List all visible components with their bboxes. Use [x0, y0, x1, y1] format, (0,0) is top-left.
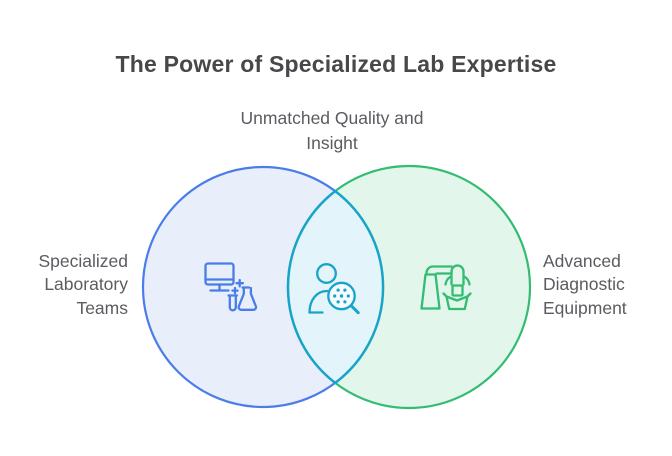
right-label-line2: Diagnostic: [543, 274, 625, 295]
left-label-line2: Laboratory: [44, 274, 128, 295]
left-circle-label: Specialized Laboratory Teams: [10, 250, 129, 320]
page-title: The Power of Specialized Lab Expertise: [115, 51, 557, 77]
analyst-with-magnifier-icon: [308, 263, 360, 315]
left-label-line1: Specialized: [38, 251, 129, 271]
overlap-label-line1: Unmatched Quality and: [240, 108, 424, 128]
right-label-line1: Advanced: [543, 251, 621, 271]
overlap-label-line2: Insight: [306, 133, 358, 153]
left-label-line3: Teams: [76, 297, 128, 318]
overlap-label: Unmatched Quality and Insight: [132, 106, 532, 156]
right-circle-label: Advanced Diagnostic Equipment: [543, 250, 668, 320]
robotic-lab-equipment-icon: [420, 264, 472, 311]
monitor-with-flask-icon: [204, 262, 258, 312]
right-label-line3: Equipment: [543, 297, 627, 318]
